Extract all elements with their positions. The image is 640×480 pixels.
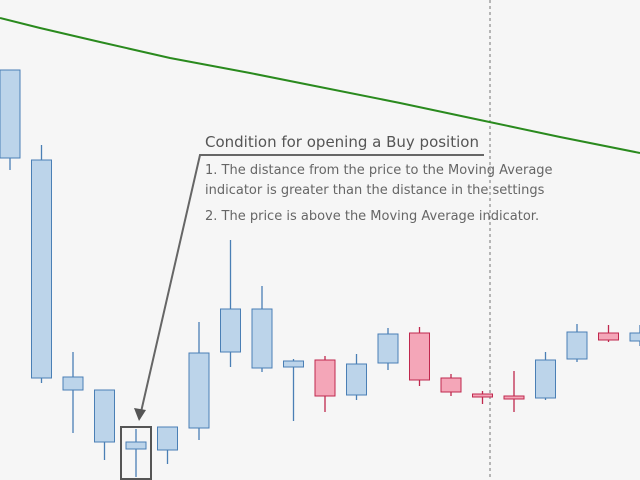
candle-2 [31,145,52,383]
annotation-condition-1-line-a: 1. The distance from the price to the Mo… [205,163,553,178]
candle-13 [377,328,399,370]
candle-body [31,159,52,379]
candle-body [157,426,178,451]
annotation-pointer-line [140,154,484,413]
candle-16 [472,391,493,404]
candle-body [377,333,399,364]
candle-body [598,332,619,341]
candle-18 [535,352,556,400]
candle-body [566,331,588,360]
candle-1 [0,69,21,170]
candle-8 [220,240,241,367]
annotation-condition-1: 1. The distance from the price to the Mo… [205,161,553,201]
annotation-condition-1-line-b: indicator is greater than the distance i… [205,183,545,198]
candle-9 [251,286,273,372]
candles-layer [0,69,640,477]
candle-20 [598,325,619,342]
candle-5 [125,429,147,477]
candle-14 [409,327,430,386]
annotation-condition-2: 2. The price is above the Moving Average… [205,209,540,224]
candle-19 [566,324,588,362]
candle-body [409,332,430,381]
candle-12 [346,354,367,400]
candle-3 [62,352,84,433]
candle-body [62,376,84,391]
candle-body [346,363,367,396]
candle-body [220,308,241,353]
candle-body [535,359,556,399]
candle-body [94,389,115,443]
candle-21 [629,325,640,346]
candle-10 [283,359,304,421]
candle-body [440,377,462,393]
signal-candle-highlight [120,426,152,480]
candle-7 [188,322,210,440]
candle-body [283,360,304,368]
candle-17 [503,371,525,412]
candle-body [472,393,493,398]
candle-15 [440,374,462,396]
candle-6 [157,426,178,464]
candle-body [188,352,210,429]
moving-average-line [0,17,640,154]
annotation-title: Condition for opening a Buy position [205,133,479,151]
candle-11 [314,356,336,412]
candle-body [125,441,147,450]
candle-body [314,359,336,397]
candle-body [629,332,640,342]
candle-body [0,69,21,159]
candle-body [503,395,525,400]
annotation-arrow-head [134,408,146,421]
candle-4 [94,389,115,460]
candle-body [251,308,273,369]
